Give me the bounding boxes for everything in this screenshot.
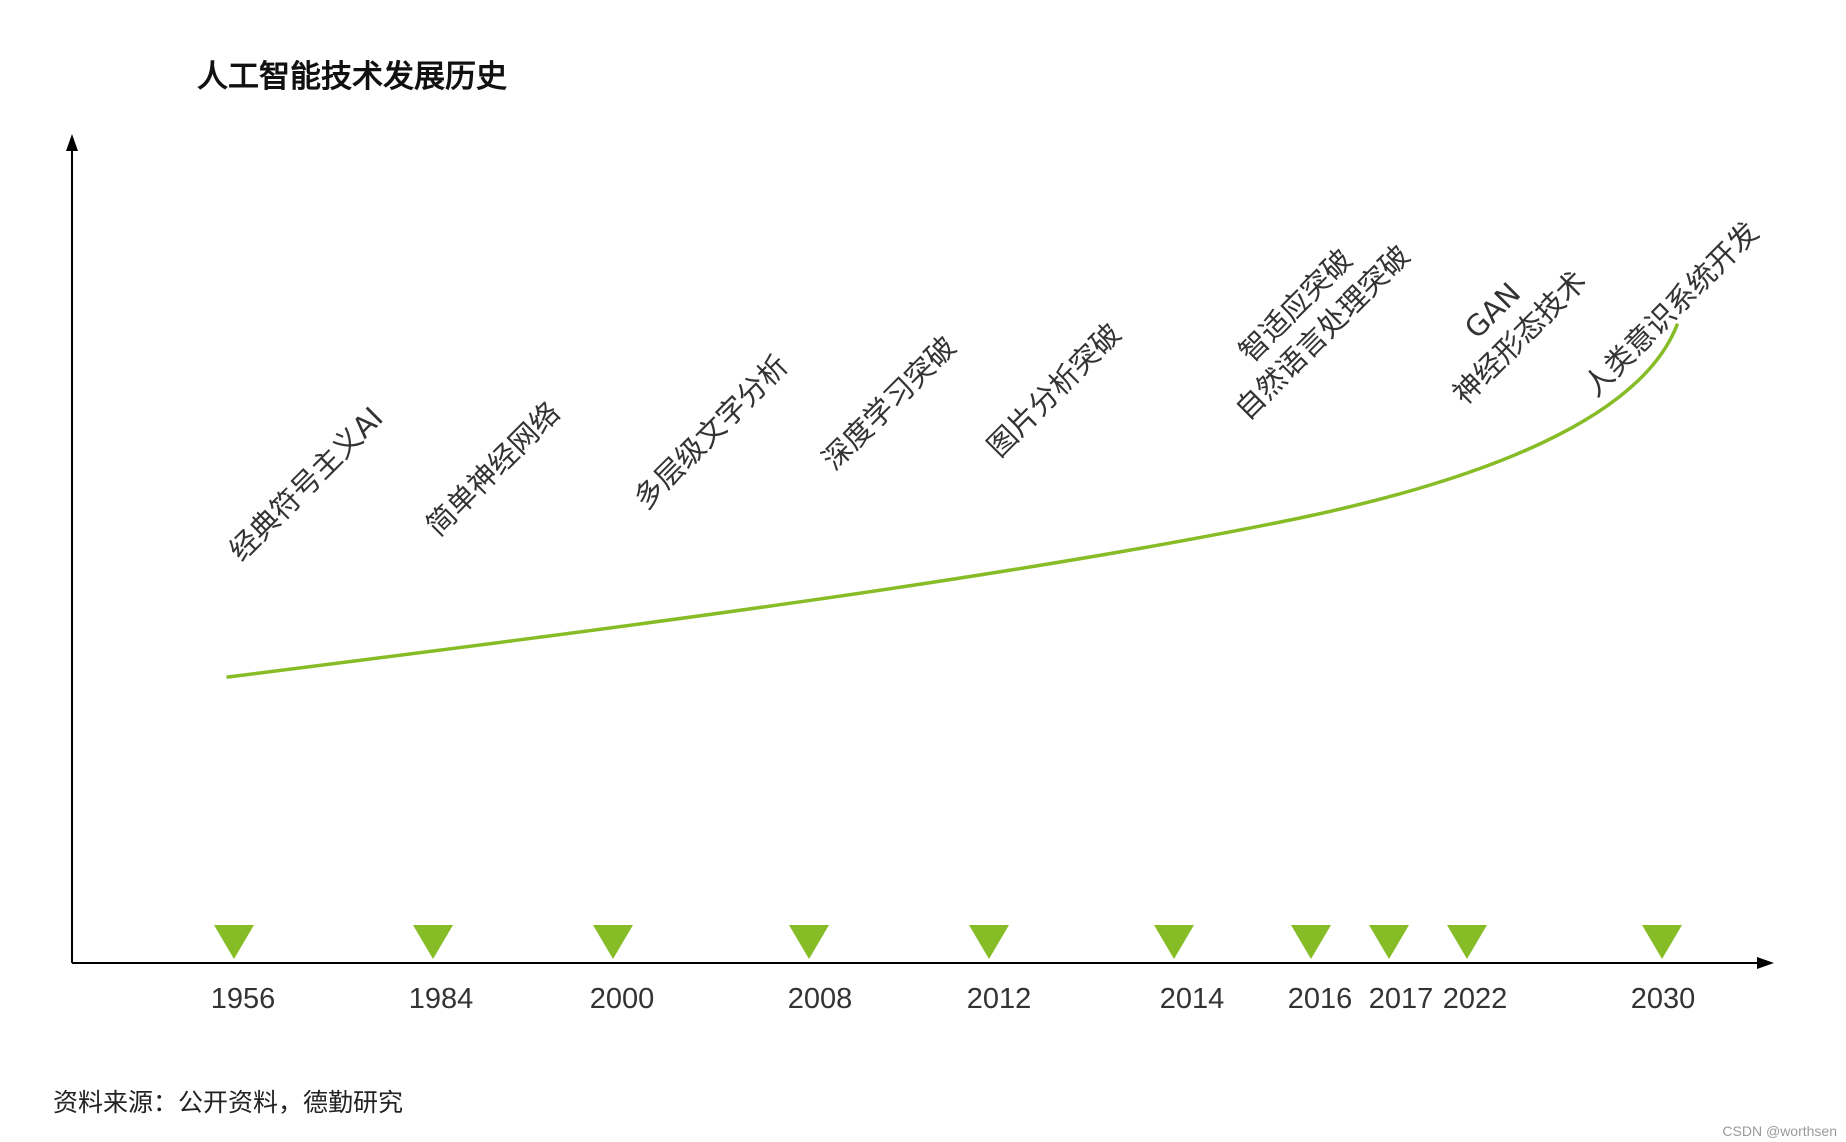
year-label: 1956 <box>210 983 276 1015</box>
timeline-marker-icon <box>214 925 254 959</box>
y-axis-arrow-icon <box>66 134 78 151</box>
year-label: 1984 <box>408 983 474 1015</box>
year-label: 2022 <box>1442 983 1508 1015</box>
year-label: 2014 <box>1159 983 1225 1015</box>
timeline-marker-icon <box>593 925 633 959</box>
timeline-marker-icon <box>1447 925 1487 959</box>
timeline-marker-icon <box>789 925 829 959</box>
timeline-marker-icon <box>1369 925 1409 959</box>
year-label: 2017 <box>1368 983 1434 1015</box>
x-axis-arrow-icon <box>1757 957 1774 969</box>
timeline-marker-icon <box>1291 925 1331 959</box>
growth-curve <box>226 323 1679 679</box>
timeline-marker-icon <box>1154 925 1194 959</box>
year-label: 2016 <box>1287 983 1353 1015</box>
year-label: 2008 <box>787 983 853 1015</box>
timeline-marker-icon <box>413 925 453 959</box>
figure-title: 人工智能技术发展历史 <box>197 59 507 95</box>
timeline-marker-icon <box>969 925 1009 959</box>
source-note: 资料来源：公开资料，德勤研究 <box>53 1088 404 1117</box>
timeline-marker-icon <box>1642 925 1682 959</box>
watermark: CSDN @worthsen <box>1722 1123 1837 1139</box>
year-label: 2012 <box>966 983 1032 1015</box>
year-label: 2030 <box>1630 983 1696 1015</box>
year-label: 2000 <box>589 983 655 1015</box>
